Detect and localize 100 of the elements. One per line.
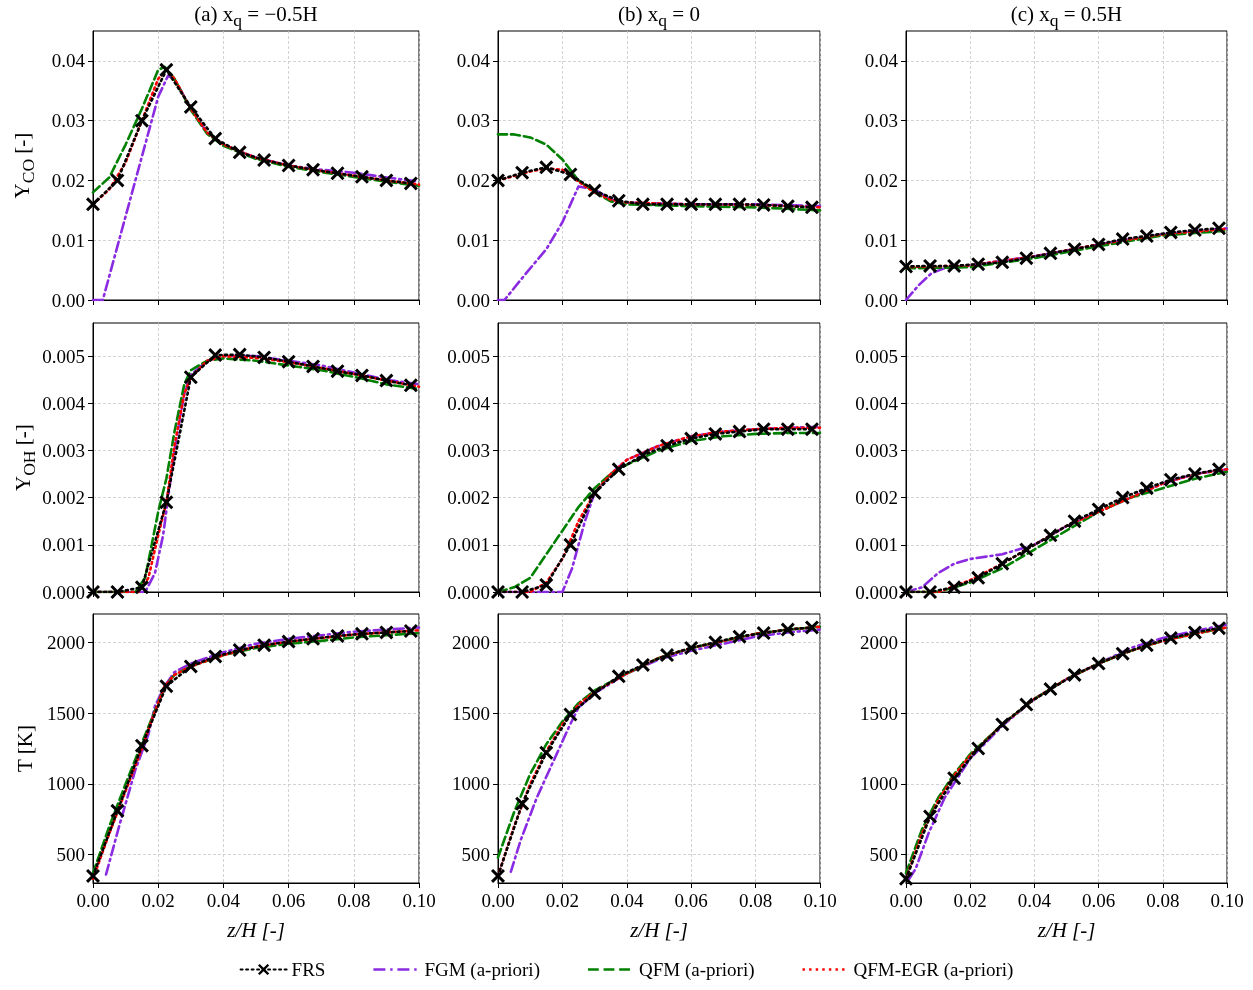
point (134, 113, 149, 128)
x-tick-label: 0.00 (76, 890, 110, 911)
point (732, 424, 747, 439)
point (635, 197, 650, 212)
y-tick-label: 0.04 (864, 50, 899, 72)
y-tick-label: 0.001 (855, 534, 898, 556)
point (1115, 646, 1130, 661)
point (539, 577, 554, 592)
x-tick-label: 0.00 (889, 890, 923, 911)
y-tick-label: 0.005 (42, 345, 85, 367)
point (732, 197, 747, 212)
x-tick-label: 0.04 (1017, 890, 1052, 911)
point (306, 359, 321, 374)
point (1067, 242, 1082, 257)
y-tick-label: 0.005 (855, 345, 898, 367)
point (491, 585, 505, 599)
point (563, 167, 578, 182)
x-tick-label: 0.08 (1146, 890, 1180, 911)
point (1091, 502, 1106, 517)
point (660, 648, 675, 663)
y-tick-label: 0.02 (456, 169, 490, 191)
point (611, 193, 626, 208)
x-tick-label: 0.06 (674, 890, 708, 911)
y-tick-label: 0.01 (51, 229, 85, 251)
point (1043, 682, 1058, 697)
point (379, 373, 394, 388)
point (1187, 625, 1202, 640)
point (756, 626, 771, 641)
y-axis-title: T [K] (12, 725, 38, 772)
point (491, 173, 505, 188)
x-axis-title: z/H [-] (1036, 917, 1096, 942)
point (515, 165, 530, 180)
point (1187, 223, 1202, 238)
point (539, 745, 554, 760)
point (684, 640, 699, 655)
y-tick-label: 0.00 (456, 289, 490, 311)
point (183, 370, 198, 385)
x-tick-label: 0.10 (402, 890, 436, 911)
point (208, 348, 223, 363)
point (1139, 481, 1154, 496)
point (281, 158, 296, 173)
x-tick-label: 0.10 (1210, 890, 1244, 911)
y-tick-label: 0.002 (447, 487, 490, 509)
point (1115, 490, 1130, 505)
y-tick-label: 0.04 (51, 50, 86, 72)
legend-label: FGM (a-priori) (424, 959, 540, 981)
x-tick-label: 0.00 (481, 890, 515, 911)
point (1163, 631, 1178, 646)
point (1211, 462, 1226, 477)
point (539, 160, 554, 175)
x-tick-label: 0.04 (206, 890, 241, 911)
point (86, 585, 100, 599)
point (330, 166, 345, 181)
y-tick-label: 2000 (452, 631, 490, 653)
point (660, 438, 675, 453)
point (159, 679, 174, 694)
y-tick-label: 2000 (47, 631, 85, 653)
y-tick-label: 1500 (452, 702, 490, 724)
point (971, 741, 986, 756)
point (635, 448, 650, 463)
point (995, 556, 1010, 571)
legend-label: FRS (291, 959, 326, 980)
point (587, 686, 602, 701)
y-tick-label: 1000 (47, 773, 85, 795)
x-tick-label: 0.08 (738, 890, 773, 911)
point (947, 771, 962, 786)
point (804, 422, 819, 437)
point (403, 176, 418, 191)
point (330, 628, 345, 643)
point (635, 657, 650, 672)
point (660, 197, 675, 212)
y-tick-label: 2000 (860, 631, 898, 653)
y-tick-label: 0.005 (447, 345, 490, 367)
point (208, 131, 223, 146)
point (159, 495, 174, 510)
point (899, 259, 913, 274)
point (923, 585, 938, 599)
point (379, 173, 394, 188)
point (804, 620, 819, 635)
point (1067, 667, 1082, 682)
point (330, 364, 345, 379)
point (183, 659, 198, 674)
y-tick-label: 0.02 (51, 169, 85, 191)
point (780, 622, 795, 637)
x-tick-label: 0.08 (337, 890, 371, 911)
point (257, 638, 272, 653)
point (306, 631, 321, 646)
point (281, 634, 296, 649)
point (611, 462, 626, 477)
point (515, 585, 530, 599)
y-tick-label: 0.02 (864, 169, 898, 191)
point (86, 197, 100, 212)
point (1139, 638, 1154, 653)
point (1211, 221, 1226, 236)
x-tick-label: 0.10 (803, 890, 837, 911)
x-tick-label: 0.06 (271, 890, 306, 911)
point (756, 422, 771, 437)
y-tick-label: 1500 (860, 702, 898, 724)
y-tick-label: 0.003 (447, 439, 490, 461)
point (1211, 621, 1226, 636)
